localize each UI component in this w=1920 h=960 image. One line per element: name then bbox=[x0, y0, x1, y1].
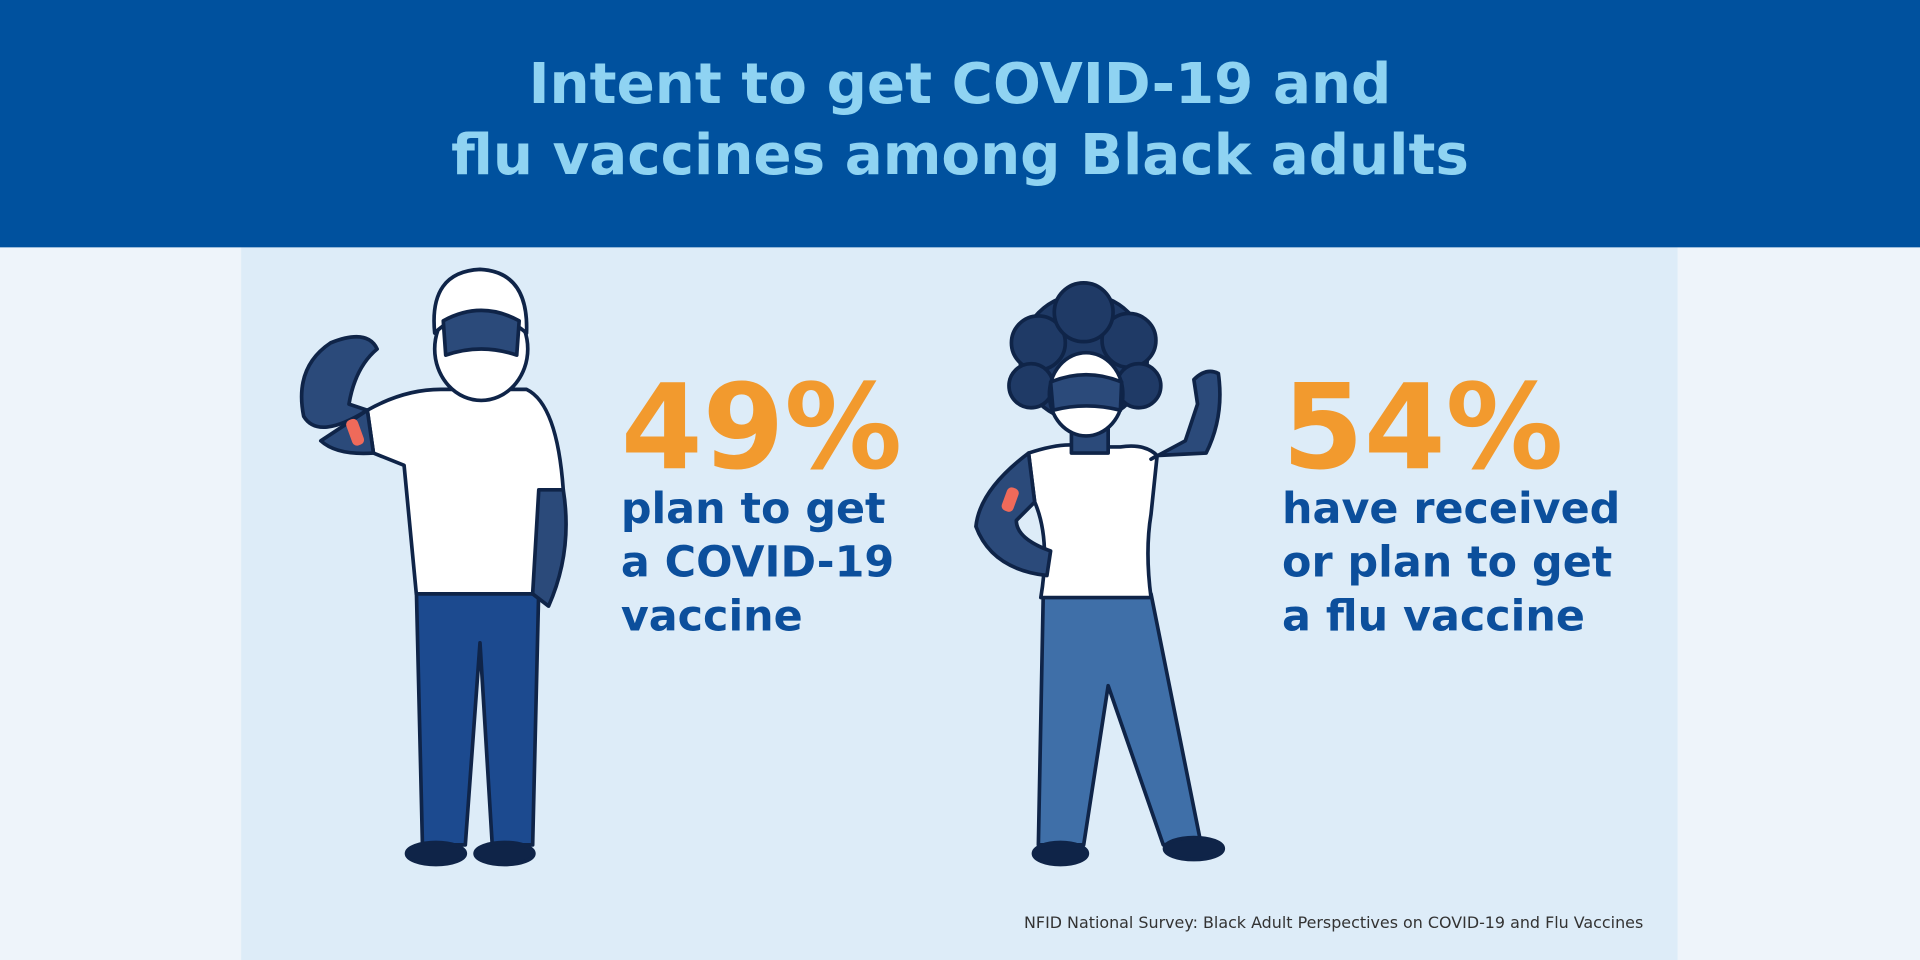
stat-figure: 54% bbox=[1282, 359, 1563, 496]
stat-text: vaccine bbox=[621, 592, 803, 642]
woman-illustration bbox=[974, 281, 1226, 867]
title-line: Intent to get COVID-19 and bbox=[529, 52, 1392, 117]
stat-text: plan to get bbox=[621, 484, 886, 534]
stat-text: have received bbox=[1282, 484, 1620, 534]
stat-text: a COVID-19 bbox=[621, 538, 894, 588]
banner bbox=[0, 0, 1920, 248]
man-illustration bbox=[299, 267, 568, 867]
title-line: flu vaccines among Black adults bbox=[451, 123, 1469, 188]
stat-figure: 49% bbox=[621, 359, 902, 496]
stat-text: or plan to get bbox=[1282, 538, 1612, 588]
stat-text: a flu vaccine bbox=[1282, 592, 1585, 642]
source-note: NFID National Survey: Black Adult Perspe… bbox=[1024, 913, 1643, 932]
